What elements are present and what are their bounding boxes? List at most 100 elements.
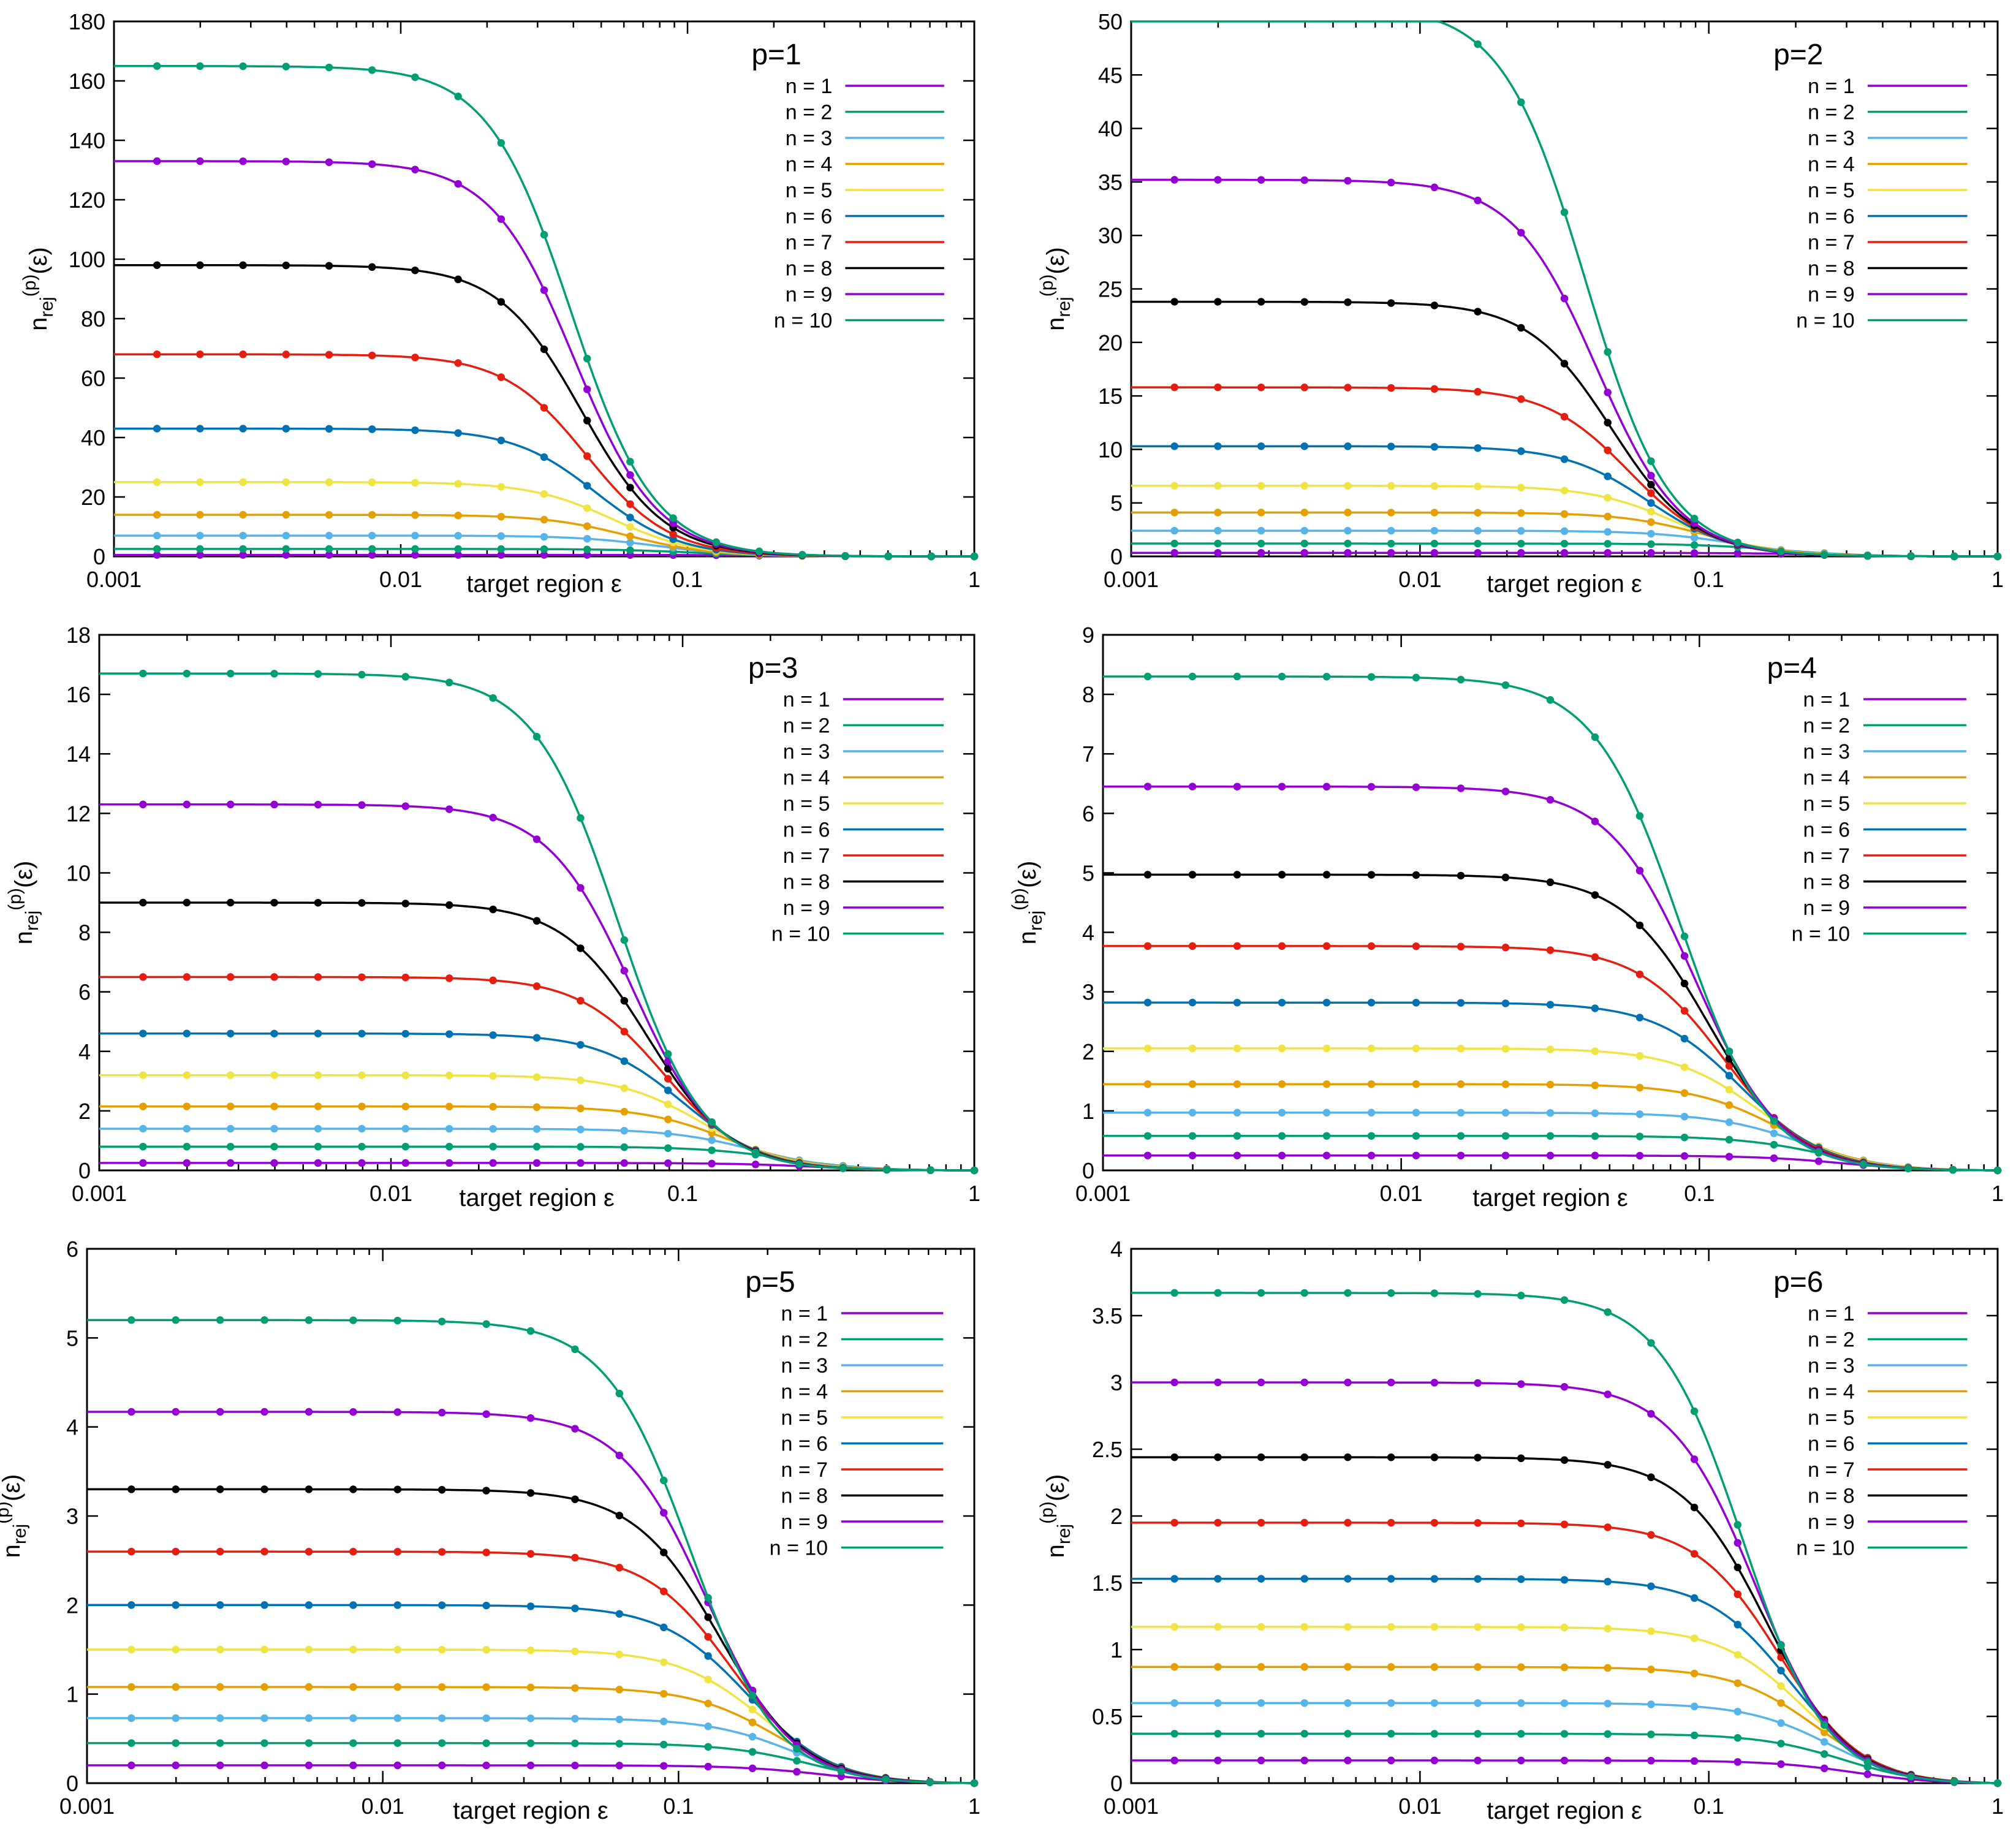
data-point xyxy=(1430,1663,1439,1671)
data-point xyxy=(393,1408,402,1416)
data-point xyxy=(482,1739,490,1747)
data-point xyxy=(1517,324,1525,332)
data-point xyxy=(1233,871,1241,879)
data-point xyxy=(1300,1756,1309,1765)
x-tick-label: 0.01 xyxy=(369,1181,412,1206)
data-point xyxy=(1233,672,1241,681)
y-tick-label: 30 xyxy=(1098,223,1123,248)
data-point xyxy=(239,62,247,70)
data-point xyxy=(183,1159,191,1167)
y-tick-label: 5 xyxy=(66,1325,78,1351)
data-point xyxy=(1143,672,1152,681)
legend-label: n = 3 xyxy=(781,1354,828,1378)
data-point xyxy=(1604,1461,1612,1469)
data-point xyxy=(1725,1047,1734,1055)
data-point xyxy=(1214,1378,1222,1387)
x-tick-label: 0.1 xyxy=(667,1181,698,1206)
data-point xyxy=(1300,1699,1309,1707)
x-tick-label: 0.001 xyxy=(1104,1794,1159,1819)
y-tick-label: 3.5 xyxy=(1092,1303,1123,1328)
data-point xyxy=(368,351,376,360)
data-point xyxy=(1777,1719,1785,1727)
data-point xyxy=(497,139,506,147)
data-point xyxy=(1188,998,1197,1007)
legend-label: n = 6 xyxy=(1808,205,1855,229)
data-point xyxy=(216,1761,224,1770)
data-point xyxy=(1474,1699,1482,1707)
data-point xyxy=(196,531,204,540)
data-point xyxy=(1734,1651,1742,1659)
data-point xyxy=(626,546,634,555)
data-point xyxy=(1680,1063,1689,1071)
data-point xyxy=(260,1316,268,1324)
data-point xyxy=(1367,783,1376,791)
y-tick-label: 5 xyxy=(1110,491,1123,516)
data-point xyxy=(1344,482,1352,490)
data-point xyxy=(401,1142,410,1151)
data-point xyxy=(577,944,585,952)
data-point xyxy=(626,500,634,508)
data-point xyxy=(127,1714,135,1723)
data-point xyxy=(1387,1289,1395,1297)
series-line xyxy=(87,1411,975,1784)
y-tick-label: 8 xyxy=(1082,682,1094,707)
data-point xyxy=(1647,1627,1655,1635)
data-point xyxy=(226,1102,235,1110)
data-point xyxy=(1257,1518,1265,1527)
data-point xyxy=(1680,979,1689,988)
data-point xyxy=(1517,1623,1525,1631)
x-axis-title: target region ε xyxy=(466,570,622,597)
data-point xyxy=(1170,539,1178,548)
data-point xyxy=(1367,1109,1376,1117)
data-point xyxy=(1517,509,1525,517)
data-point xyxy=(153,425,161,433)
y-tick-label: 160 xyxy=(69,69,105,94)
data-point xyxy=(1635,812,1644,820)
data-point xyxy=(183,1071,191,1079)
data-point xyxy=(1560,455,1569,463)
data-point xyxy=(454,545,462,553)
legend-label: n = 3 xyxy=(1808,127,1855,150)
data-point xyxy=(927,1166,934,1175)
data-point xyxy=(1387,178,1395,187)
data-point xyxy=(1300,509,1309,517)
data-point xyxy=(196,261,204,270)
data-point xyxy=(358,1102,366,1110)
data-point xyxy=(1367,1080,1376,1088)
data-point xyxy=(196,425,204,433)
data-point xyxy=(1770,1154,1778,1162)
data-point xyxy=(1344,548,1352,557)
data-point xyxy=(393,1601,402,1609)
data-point xyxy=(532,835,541,843)
y-tick-label: 0 xyxy=(1082,1158,1094,1183)
data-point xyxy=(1680,1152,1689,1160)
data-point xyxy=(1501,1080,1510,1088)
x-tick-label: 0.01 xyxy=(362,1794,404,1819)
data-point xyxy=(751,1161,760,1169)
series-line xyxy=(87,1488,975,1784)
data-point xyxy=(1257,1730,1265,1738)
data-point xyxy=(540,533,548,541)
data-point xyxy=(1517,539,1525,548)
y-tick-label: 3 xyxy=(1110,1370,1123,1395)
data-point xyxy=(1690,541,1699,549)
data-point xyxy=(1457,1151,1465,1159)
data-point xyxy=(1387,1663,1395,1671)
data-point xyxy=(1546,1151,1555,1160)
y-tick-label: 1 xyxy=(66,1682,78,1707)
data-point xyxy=(526,1550,535,1558)
data-point xyxy=(615,1650,624,1659)
data-point xyxy=(1474,308,1482,316)
y-tick-label: 7 xyxy=(1082,741,1094,767)
data-point xyxy=(282,63,290,70)
y-axis-title: nrej(p)(ε) xyxy=(1037,1474,1074,1558)
data-point xyxy=(153,531,161,540)
y-tick-label: 9 xyxy=(1082,623,1094,648)
legend-label: n = 1 xyxy=(786,75,833,98)
data-point xyxy=(1387,299,1395,307)
data-point xyxy=(1820,550,1828,559)
x-tick-label: 1 xyxy=(968,567,980,592)
data-point xyxy=(1214,1663,1222,1671)
data-point xyxy=(1734,1621,1742,1629)
data-point xyxy=(571,1715,579,1723)
